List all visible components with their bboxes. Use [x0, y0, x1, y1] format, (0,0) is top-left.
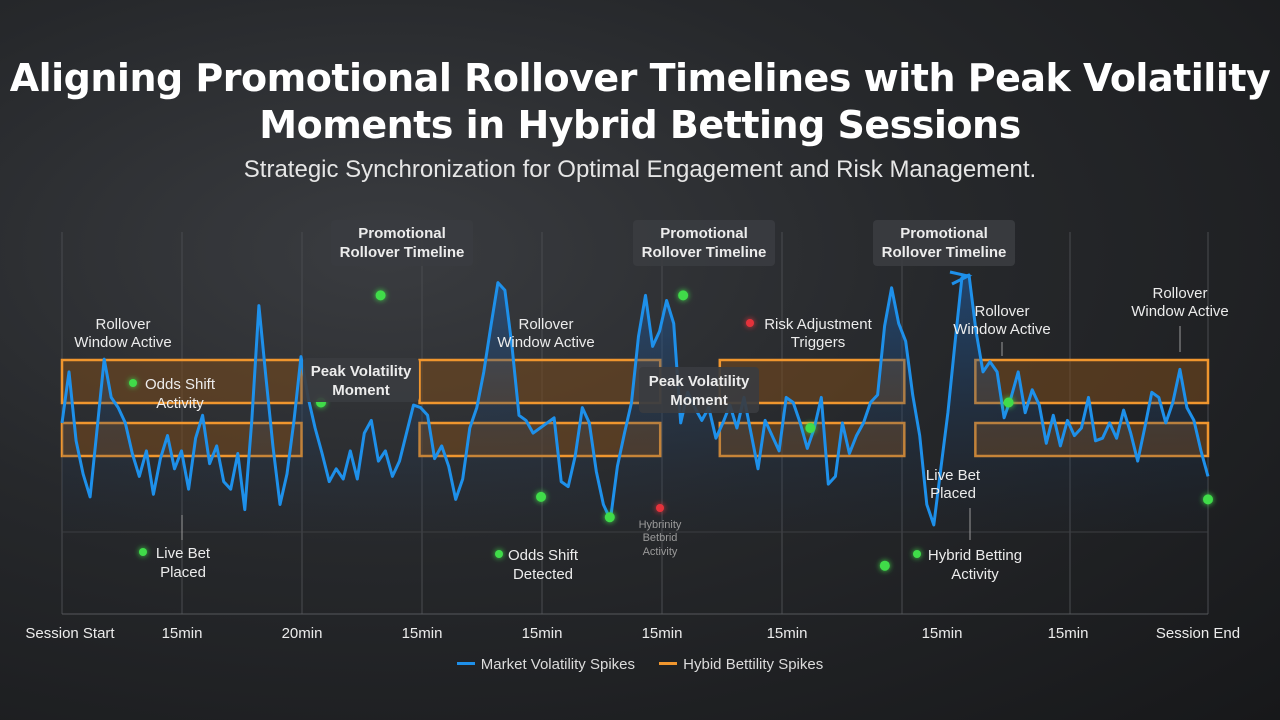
- x-tick-label: Session End: [1156, 625, 1240, 642]
- annotation-label: Live Bet Placed: [156, 545, 211, 581]
- annotation-line: Odds Shift: [508, 547, 579, 564]
- legend-swatch-blue: [456, 661, 475, 665]
- x-tick-label: 15min: [402, 625, 443, 642]
- x-tick-label: 20min: [282, 625, 323, 642]
- trend-arrow-icon: [949, 270, 973, 286]
- annotation-line: Triggers: [791, 334, 845, 351]
- event-marker-dot: [879, 560, 890, 571]
- annotation-label: Rollover Window Active: [1131, 285, 1229, 320]
- annotation-line: Activity: [951, 566, 999, 583]
- annotation-label: Odds Shift Detected: [508, 547, 579, 583]
- annotation-box-label: Peak Volatility Moment: [649, 373, 750, 409]
- annotation-box-label: Promotional Rollover Timeline: [882, 225, 1007, 261]
- annotation-line: Peak Volatility: [311, 363, 412, 380]
- annotation-line: Placed: [160, 564, 206, 581]
- annotation-box: [331, 220, 473, 266]
- risk-marker-dot: [656, 504, 664, 512]
- annotation-line: Betbrid: [643, 532, 678, 544]
- x-tick-label: 15min: [642, 625, 683, 642]
- annotation-line: Moment: [332, 382, 390, 399]
- annotation-line: Rollover: [1152, 285, 1207, 302]
- annotation-line: Placed: [930, 485, 976, 502]
- annotation-line: Window Active: [953, 321, 1051, 338]
- annotation-line: Live Bet: [926, 467, 981, 484]
- annotation-line: Rollover Timeline: [642, 244, 767, 261]
- label-marker-dot: [495, 550, 503, 558]
- risk-marker-dot: [746, 319, 754, 327]
- annotation-label-faint: Hybrinity Betbrid Activity: [639, 519, 682, 558]
- annotation-line: Promotional: [358, 225, 446, 242]
- annotation-label: Odds Shift Activity: [145, 376, 216, 412]
- legend-label: Market Volatility Spikes: [480, 656, 635, 673]
- annotation-line: Rollover: [95, 316, 150, 333]
- annotation-line: Live Bet: [156, 545, 211, 562]
- event-marker-dot: [1203, 494, 1213, 505]
- annotation-line: Rollover: [518, 316, 573, 333]
- annotation-label: Rollover Window Active: [497, 316, 595, 351]
- event-marker-dot: [375, 290, 386, 301]
- annotation-leaders: [181, 326, 1181, 540]
- event-marker-dot: [1003, 397, 1014, 408]
- annotation-line: Peak Volatility: [649, 373, 750, 390]
- annotation-label: Rollover Window Active: [953, 303, 1051, 338]
- x-tick-label: 15min: [522, 625, 563, 642]
- annotation-line: Rollover Timeline: [882, 244, 1007, 261]
- annotation-line: Window Active: [74, 334, 172, 351]
- annotation-line: Risk Adjustment: [764, 316, 872, 333]
- x-tick-label: Session Start: [25, 625, 115, 642]
- x-tick-label: 15min: [922, 625, 963, 642]
- page-subtitle: Strategic Synchronization for Optimal En…: [243, 156, 1037, 183]
- annotation-label: Live Bet Placed: [926, 467, 981, 502]
- annotation-box-label: Promotional Rollover Timeline: [642, 225, 767, 261]
- event-marker-dot: [805, 423, 816, 433]
- annotation-line: Moment: [670, 392, 728, 409]
- annotation-line: Rollover: [974, 303, 1029, 320]
- x-axis-ticks: Session Start 15min 20min 15min 15min 15min 15…: [25, 625, 1240, 642]
- event-marker-dot: [536, 491, 547, 502]
- annotation-box: [303, 358, 419, 402]
- legend-item-volatility: Market Volatility Spikes: [456, 656, 635, 673]
- annotation-line: Hybrid Betting: [928, 547, 1022, 564]
- annotation-line: Window Active: [1131, 303, 1229, 320]
- label-marker-dot: [129, 379, 137, 387]
- x-tick-label: 15min: [767, 625, 808, 642]
- volatility-line: [60, 273, 1210, 527]
- annotation-line: Window Active: [497, 334, 595, 351]
- annotation-label: Hybrid Betting Activity: [928, 547, 1022, 583]
- page-title: Aligning Promotional Rollover Timelines …: [9, 56, 1271, 147]
- x-tick-label: 15min: [1048, 625, 1089, 642]
- chart-legend: Market Volatility Spikes Hybid Bettility…: [0, 656, 1280, 673]
- event-marker-dot: [678, 290, 689, 301]
- annotation-line: Hybrinity: [639, 519, 682, 531]
- annotation-labels: Promotional Rollover Timeline Promotional R…: [74, 225, 1229, 583]
- legend-item-hybrid: Hybid Bettility Spikes: [659, 656, 823, 673]
- label-marker-dot: [913, 550, 921, 558]
- label-marker-dot: [139, 548, 147, 556]
- annotation-label: Risk Adjustment Triggers: [764, 316, 872, 351]
- event-marker-dot: [604, 512, 615, 523]
- annotation-line: Activity: [643, 546, 678, 558]
- legend-swatch-orange: [659, 661, 678, 665]
- legend-label: Hybid Bettility Spikes: [683, 656, 824, 673]
- annotation-line: Promotional: [900, 225, 988, 242]
- annotation-box: [873, 220, 1015, 266]
- annotation-line: Rollover Timeline: [340, 244, 465, 261]
- annotation-line: Promotional: [660, 225, 748, 242]
- annotation-line: Odds Shift: [145, 376, 216, 393]
- annotation-line: Activity: [156, 395, 204, 412]
- rollover-window-band: [418, 358, 662, 405]
- annotation-label: Rollover Window Active: [74, 316, 172, 351]
- x-tick-label: 15min: [162, 625, 203, 642]
- annotation-box: [639, 367, 759, 413]
- annotation-boxes: [303, 220, 1015, 413]
- annotation-line: Detected: [513, 566, 573, 583]
- annotation-box: [633, 220, 775, 266]
- event-markers: [129, 290, 1213, 571]
- annotation-box-label: Promotional Rollover Timeline: [340, 225, 465, 261]
- annotation-box-label: Peak Volatility Moment: [311, 363, 412, 399]
